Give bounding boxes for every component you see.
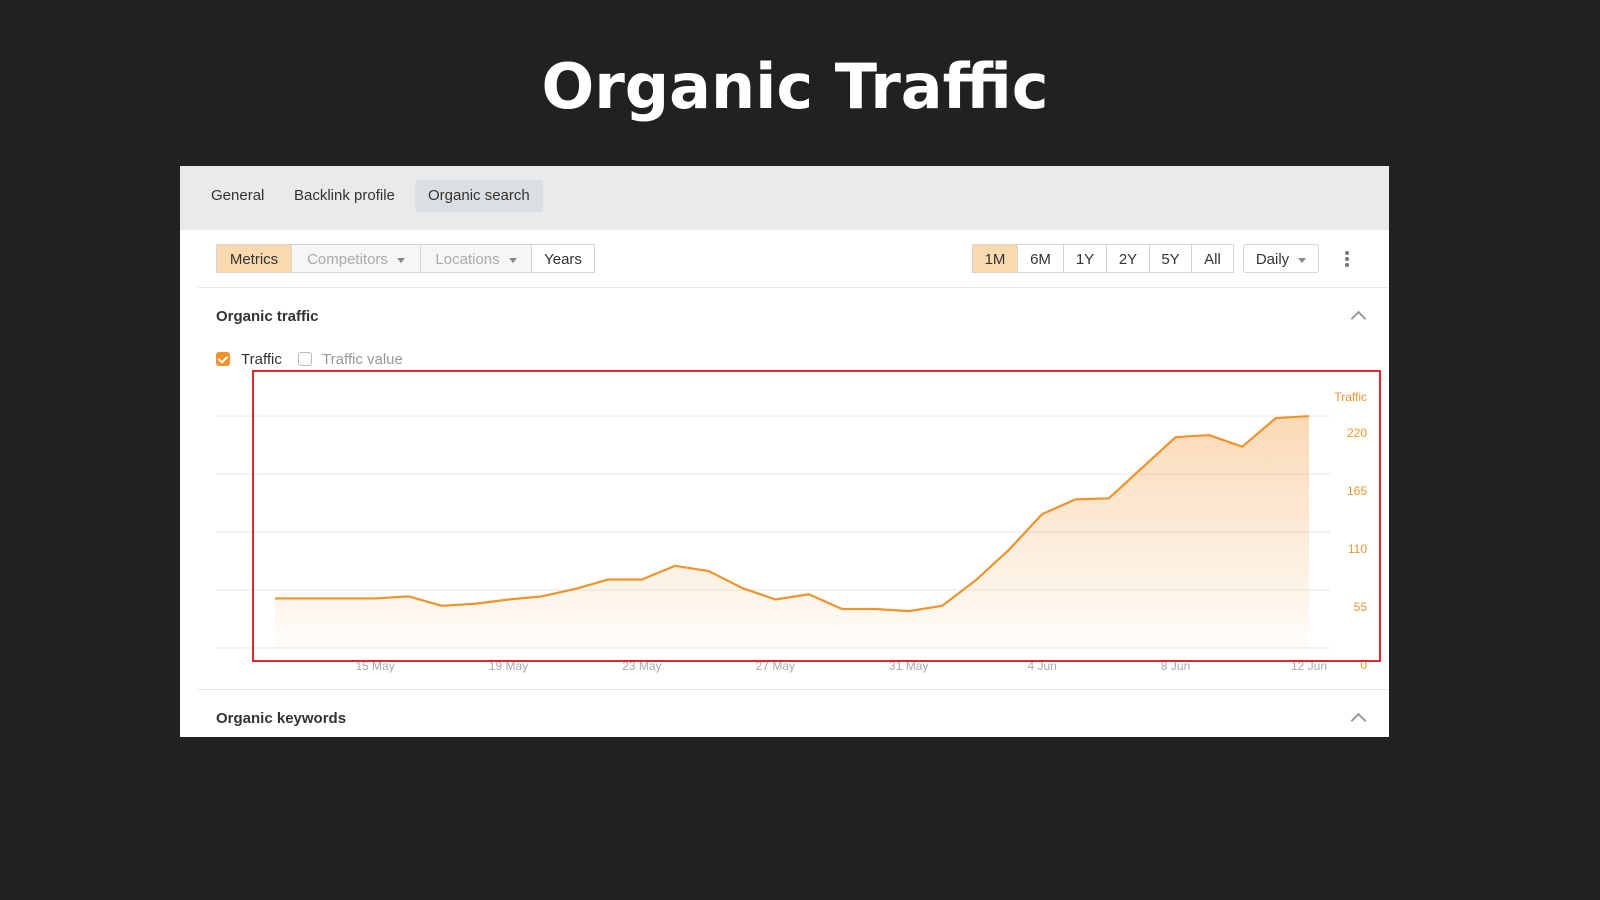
range-button[interactable]: 5Y bbox=[1149, 244, 1192, 273]
x-tick-label: 23 May bbox=[622, 659, 661, 673]
y-tick-label: 165 bbox=[1347, 484, 1367, 498]
range-button[interactable]: 1M bbox=[972, 244, 1018, 273]
line bbox=[275, 414, 1310, 613]
y-tick-label: 0 bbox=[1360, 658, 1367, 672]
section-title: Organic traffic bbox=[216, 308, 319, 325]
interval-dropdown[interactable]: Daily bbox=[1243, 244, 1319, 273]
area bbox=[275, 416, 1309, 648]
x-tick-label: 4 Jun bbox=[1027, 659, 1056, 673]
x-tick-label: 31 May bbox=[889, 659, 928, 673]
checkbox[interactable] bbox=[216, 352, 230, 366]
section-title: Organic keywords bbox=[216, 710, 347, 727]
page-title: Organic Traffic bbox=[541, 50, 1049, 123]
y-axis-title: Traffic bbox=[1334, 390, 1367, 404]
tab[interactable]: Organic search bbox=[415, 180, 543, 212]
filter-button[interactable]: Competitors bbox=[291, 244, 421, 273]
x-tick-label: 8 Jun bbox=[1161, 659, 1190, 673]
tab[interactable]: General bbox=[211, 187, 265, 204]
checkbox[interactable] bbox=[298, 352, 312, 366]
more-menu[interactable] bbox=[1345, 251, 1349, 267]
range-button[interactable]: 1Y bbox=[1063, 244, 1107, 273]
divider bbox=[198, 287, 1389, 288]
filter-button[interactable]: Years bbox=[531, 244, 595, 273]
x-tick-label: 19 May bbox=[489, 659, 528, 673]
x-tick-label: 27 May bbox=[756, 659, 795, 673]
range-button[interactable]: All bbox=[1191, 244, 1234, 273]
x-tick-label: 15 May bbox=[355, 659, 394, 673]
divider bbox=[198, 689, 1389, 690]
y-tick-label: 55 bbox=[1354, 600, 1368, 614]
highlight-box bbox=[252, 370, 1381, 662]
filter-button[interactable]: Locations bbox=[420, 244, 532, 273]
y-tick-label: 220 bbox=[1347, 426, 1367, 440]
legend-label: Traffic bbox=[241, 351, 282, 368]
tab-bar bbox=[180, 166, 1389, 230]
filter-button[interactable]: Metrics bbox=[216, 244, 292, 273]
range-button[interactable]: 2Y bbox=[1106, 244, 1150, 273]
tab[interactable]: Backlink profile bbox=[294, 187, 395, 204]
x-tick-label: 12 Jun bbox=[1291, 659, 1327, 673]
y-tick-label: 110 bbox=[1348, 542, 1367, 556]
legend-label: Traffic value bbox=[322, 351, 403, 368]
